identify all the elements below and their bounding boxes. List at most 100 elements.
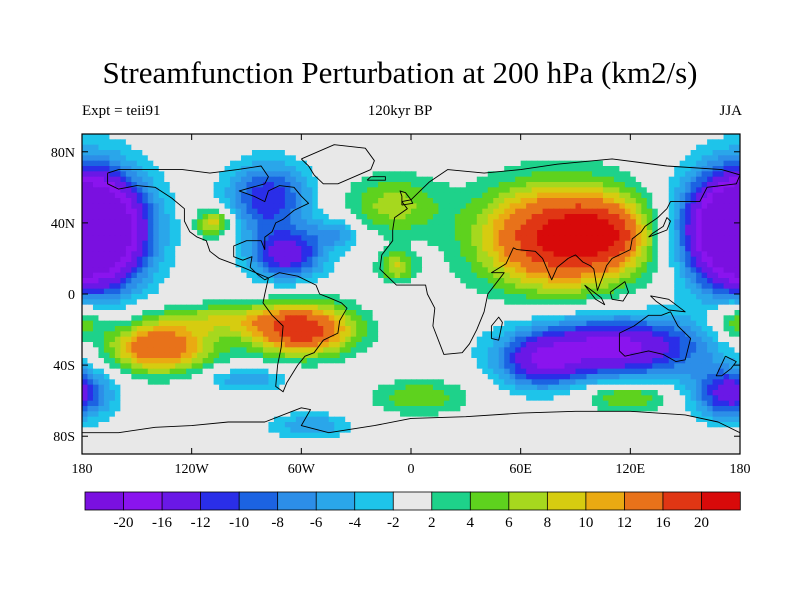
field-cell <box>268 342 275 348</box>
field-cell <box>635 256 642 263</box>
field-cell <box>460 230 467 236</box>
field-cell <box>295 288 302 295</box>
field-cell <box>180 326 187 332</box>
field-cell <box>224 256 231 263</box>
field-cell <box>729 304 736 311</box>
field-cell <box>668 283 675 290</box>
field-cell <box>224 134 231 140</box>
field-cell <box>350 256 357 263</box>
field-cell <box>690 134 697 140</box>
field-cell <box>328 214 335 220</box>
field-cell <box>460 182 467 188</box>
field-cell <box>219 299 226 306</box>
field-cell <box>602 331 609 338</box>
field-cell <box>202 134 209 140</box>
field-cell <box>153 331 160 338</box>
field-cell <box>350 331 357 338</box>
field-cell <box>690 166 697 172</box>
field-cell <box>405 315 412 322</box>
field-cell <box>696 134 703 140</box>
field-cell <box>235 352 242 359</box>
field-cell <box>180 331 187 338</box>
field-cell <box>504 347 511 354</box>
field-cell <box>696 347 703 354</box>
field-cell <box>334 208 341 215</box>
field-cell <box>235 310 242 316</box>
field-cell <box>142 336 149 343</box>
field-cell <box>120 336 127 343</box>
field-cell <box>295 326 302 332</box>
field-cell <box>630 278 637 284</box>
field-cell <box>87 155 94 162</box>
field-cell <box>142 342 149 348</box>
field-cell <box>350 203 357 210</box>
field-cell <box>356 352 363 359</box>
field-cell <box>657 192 664 199</box>
field-cell <box>586 150 593 156</box>
field-cell <box>284 251 291 258</box>
field-cell <box>559 235 566 242</box>
field-cell <box>652 219 659 226</box>
field-cell <box>707 342 714 348</box>
field-cell <box>175 155 182 162</box>
field-cell <box>191 336 198 343</box>
field-cell <box>356 198 363 204</box>
field-cell <box>537 214 544 220</box>
field-cell <box>158 331 165 338</box>
field-cell <box>624 240 631 247</box>
field-cell <box>257 336 264 343</box>
field-cell <box>531 230 538 236</box>
field-cell <box>262 315 270 322</box>
field-cell <box>515 219 522 226</box>
field-cell <box>306 176 313 183</box>
field-cell <box>635 310 642 316</box>
field-cell <box>635 160 642 167</box>
field-cell <box>674 310 681 316</box>
field-cell <box>438 347 445 354</box>
field-cell <box>608 246 615 252</box>
field-cell <box>427 240 434 247</box>
field-cell <box>180 166 187 172</box>
field-cell <box>345 134 352 140</box>
field-cell <box>734 230 740 236</box>
field-cell <box>432 230 440 236</box>
field-cell <box>202 299 209 306</box>
field-cell <box>630 139 637 146</box>
field-cell <box>663 150 670 156</box>
field-cell <box>421 278 429 284</box>
field-cell <box>136 240 143 247</box>
field-cell <box>515 230 522 236</box>
field-cell <box>465 203 472 210</box>
field-cell <box>92 256 100 263</box>
field-cell <box>82 171 89 178</box>
field-cell <box>257 251 264 258</box>
field-cell <box>339 192 346 199</box>
field-cell <box>136 304 143 311</box>
field-cell <box>734 134 740 140</box>
field-cell <box>295 203 302 210</box>
field-cell <box>559 294 566 300</box>
field-cell <box>389 176 396 183</box>
field-cell <box>427 288 434 295</box>
field-cell <box>515 272 522 279</box>
field-cell <box>553 208 560 215</box>
field-cell <box>191 283 198 290</box>
field-cell <box>361 144 368 151</box>
field-cell <box>367 267 374 274</box>
field-cell <box>548 240 555 247</box>
field-cell <box>180 155 187 162</box>
field-cell <box>219 235 226 242</box>
field-cell <box>202 352 209 359</box>
field-cell <box>646 262 653 268</box>
field-cell <box>443 176 450 183</box>
field-cell <box>273 160 280 167</box>
field-cell <box>657 283 664 290</box>
field-cell <box>421 352 429 359</box>
field-cell <box>120 150 127 156</box>
field-cell <box>630 347 637 354</box>
field-cell <box>114 219 121 226</box>
field-cell <box>624 283 631 290</box>
field-cell <box>367 187 374 194</box>
field-cell <box>476 251 483 258</box>
field-cell <box>509 283 516 290</box>
